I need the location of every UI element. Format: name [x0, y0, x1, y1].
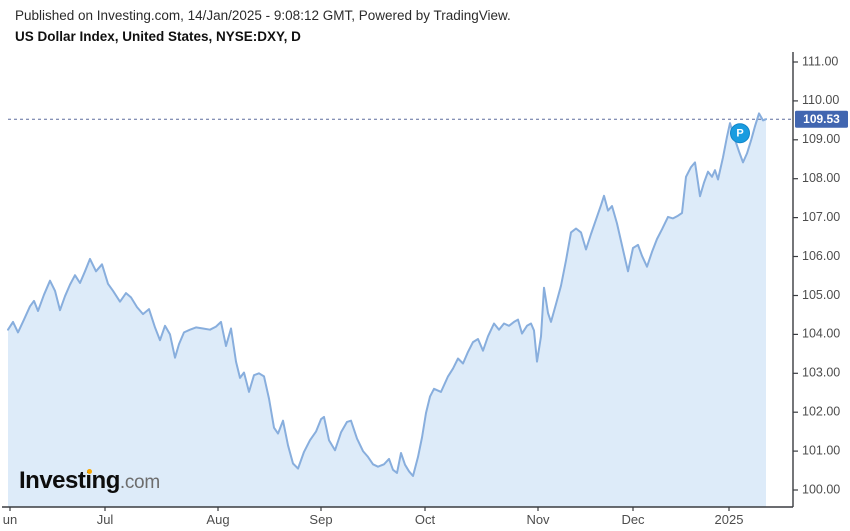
logo-word-part1: Invest [19, 467, 86, 494]
y-tick-label: 101.00 [802, 443, 840, 457]
chart-header: Published on Investing.com, 14/Jan/2025 … [15, 6, 511, 48]
y-tick-label: 107.00 [802, 210, 840, 224]
published-point-marker-icon[interactable] [730, 123, 750, 144]
last-price-badge [795, 110, 848, 128]
price-area-fill [8, 113, 766, 508]
x-tick-label: 2025 [715, 512, 744, 527]
y-tick-label: 102.00 [802, 404, 840, 418]
y-tick-label: 105.00 [802, 288, 840, 302]
logo-orange-dot-i: i [85, 467, 93, 494]
logo-suffix: .com [119, 472, 160, 493]
x-tick-label: Jul [97, 512, 114, 527]
x-tick-label: Nov [526, 512, 550, 527]
y-tick-label: 110.00 [802, 93, 839, 107]
y-tick-label: 104.00 [802, 327, 840, 341]
published-line: Published on Investing.com, 14/Jan/2025 … [15, 8, 511, 23]
y-tick-label: 111.00 [802, 54, 838, 68]
logo-word-part3: ng [91, 467, 121, 494]
y-tick-label: 109.00 [802, 132, 840, 146]
x-tick-label: un [3, 512, 17, 527]
y-tick-label: 103.00 [802, 366, 840, 380]
x-tick-label: Sep [309, 512, 332, 527]
y-tick-label: 106.00 [802, 249, 840, 263]
x-tick-label: Aug [206, 512, 229, 527]
x-tick-label: Oct [415, 512, 436, 527]
price-line-series [7, 112, 767, 477]
last-price-badge-value: 109.53 [803, 112, 840, 126]
published-point-marker-label: P [736, 128, 743, 140]
x-tick-label: Dec [621, 512, 645, 527]
y-tick-label: 100.00 [802, 482, 840, 496]
investing-logo: Investing.com [19, 467, 160, 495]
y-tick-label: 108.00 [802, 171, 840, 185]
chart-title: US Dollar Index, United States, NYSE:DXY… [15, 29, 301, 44]
